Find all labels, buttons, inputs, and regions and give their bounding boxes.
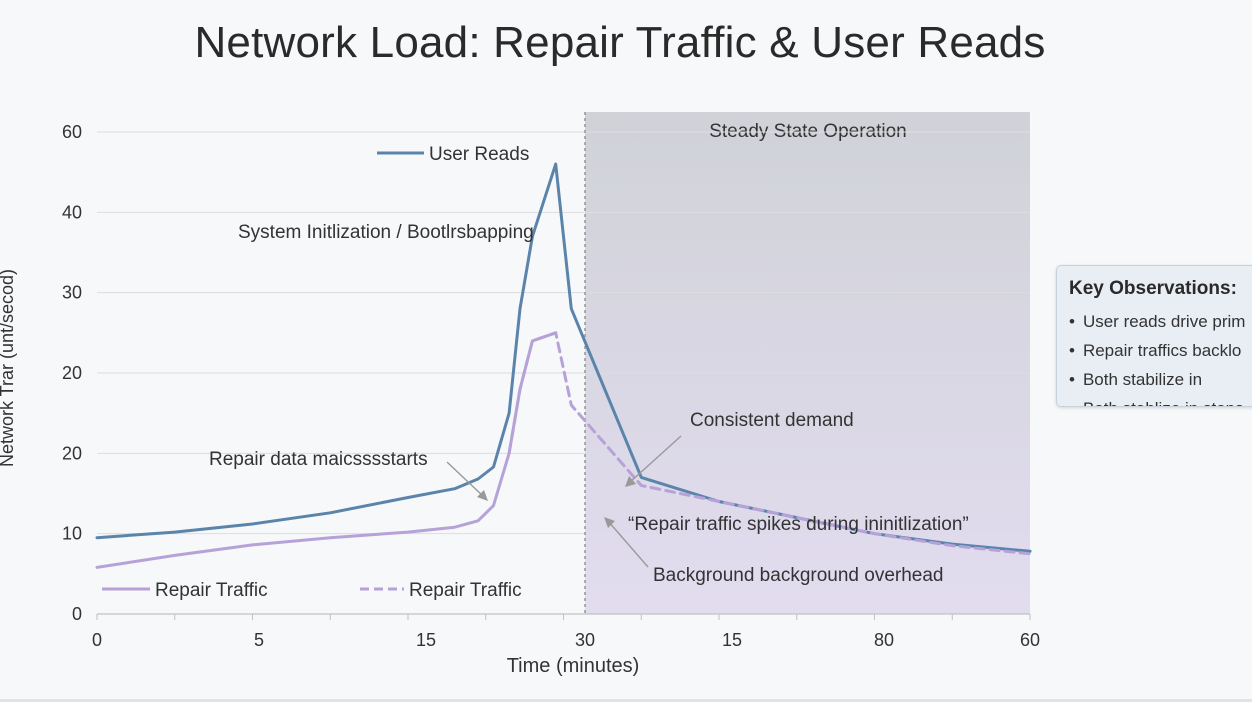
annotation-repair-start: Repair data maicsssstarts [209,449,428,470]
x-tick-label: 15 [722,630,742,650]
arrow-head-consistent [625,476,636,487]
legend-label-user-reads: User Reads [429,144,529,165]
series-line-repair-traffic-solid [95,331,558,569]
steady-state-region [585,112,1030,614]
x-tick-label: 30 [575,630,595,650]
legend-label-repair-solid: Repair Traffic [155,580,268,601]
key-observations-panel: Key Observations: User reads drive prim … [1056,265,1252,407]
series-line-repair-traffic-dashed [507,331,1032,556]
annotation-consistent-demand: Consistent demand [690,410,854,431]
annotation-background-overhead: Background background overhead [653,565,943,586]
y-tick-label: 60 [62,122,82,142]
observation-item: Both stablize in stops [1069,397,1252,406]
x-tick-label: 60 [1020,630,1040,650]
y-axis-ticks: 0 10 20 20 30 40 60 [62,122,82,624]
observation-item: Repair traffics backlo [1069,339,1252,368]
x-tick-label: 0 [92,630,102,650]
arrow-head-repair-start [477,490,488,501]
key-observations-title: Key Observations: [1069,278,1237,299]
y-tick-label: 10 [62,524,82,544]
legend-repair-traffic-dashed: Repair Traffic [360,580,522,601]
observation-item: User reads drive prim [1069,310,1252,339]
observation-item: Both stabilize in [1069,368,1252,397]
y-tick-label: 40 [62,202,82,222]
x-axis-ticks: 0 5 15 30 15 80 60 [92,614,1040,650]
y-tick-label: 20 [62,363,82,383]
bottom-border [0,699,1252,702]
key-observations-list: User reads drive prim Repair traffics ba… [1069,310,1252,406]
arrow-head-background [604,517,615,528]
x-tick-label: 5 [254,630,264,650]
chart-title: Network Load: Repair Traffic & User Read… [194,18,1046,67]
x-tick-label: 15 [416,630,436,650]
x-axis-label: Time (minutes) [507,655,640,677]
annotation-bootstrapping: System Initlization / Bootlrsbapping [238,222,534,243]
annotation-arrow-background [607,520,649,568]
series-lines [95,162,1032,569]
y-tick-label: 30 [62,283,82,303]
legend-label-repair-dashed: Repair Traffic [409,580,522,601]
annotation-arrow-consistent [628,435,682,484]
y-axis-label: Network Trar (unt/secod) [0,269,17,467]
y-tick-label: 0 [72,604,82,624]
annotation-arrow-repair-start [446,461,485,498]
annotation-repair-spikes: “Repair traffic spikes during ininitliza… [628,514,969,535]
x-tick-label: 80 [874,630,894,650]
legend-user-reads: User Reads [377,144,529,165]
legend-repair-traffic-solid: Repair Traffic [102,580,268,601]
y-tick-label: 20 [62,443,82,463]
